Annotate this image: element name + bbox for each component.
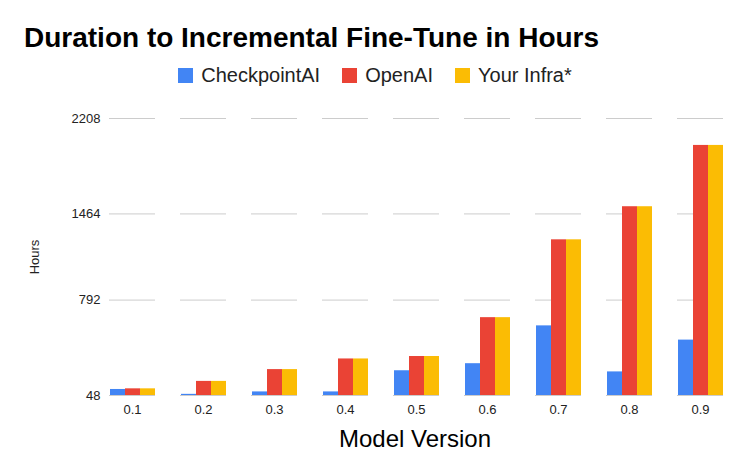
html-text:Duration to Incremental Fine-T: Duration to Incremental Fine-Tune in Hou… (24, 22, 600, 53)
html-text:CheckpointAI: CheckpointAI (201, 63, 321, 86)
svg-text:792: 792 (79, 292, 101, 307)
svg-text:2208: 2208 (72, 111, 101, 126)
svg-text:0.1: 0.1 (123, 402, 141, 417)
svg-text:0.3: 0.3 (265, 402, 283, 417)
html-text:Your Infra*: Your Infra* (478, 63, 572, 86)
svg-text:0.6: 0.6 (478, 402, 496, 417)
svg-text:0.2: 0.2 (194, 402, 212, 417)
svg-text:0.4: 0.4 (336, 402, 354, 417)
svg-text:1464: 1464 (72, 206, 101, 221)
html-text:Model Version: Model Version (339, 425, 491, 452)
svg-text:48: 48 (86, 388, 100, 403)
svg-text:0.7: 0.7 (549, 402, 567, 417)
svg-text:0.8: 0.8 (620, 402, 638, 417)
svg-text:Hours: Hours (27, 239, 42, 274)
html-text:OpenAI: OpenAI (365, 63, 433, 86)
svg-text:0.5: 0.5 (407, 402, 425, 417)
svg-text:0.9: 0.9 (691, 402, 709, 417)
